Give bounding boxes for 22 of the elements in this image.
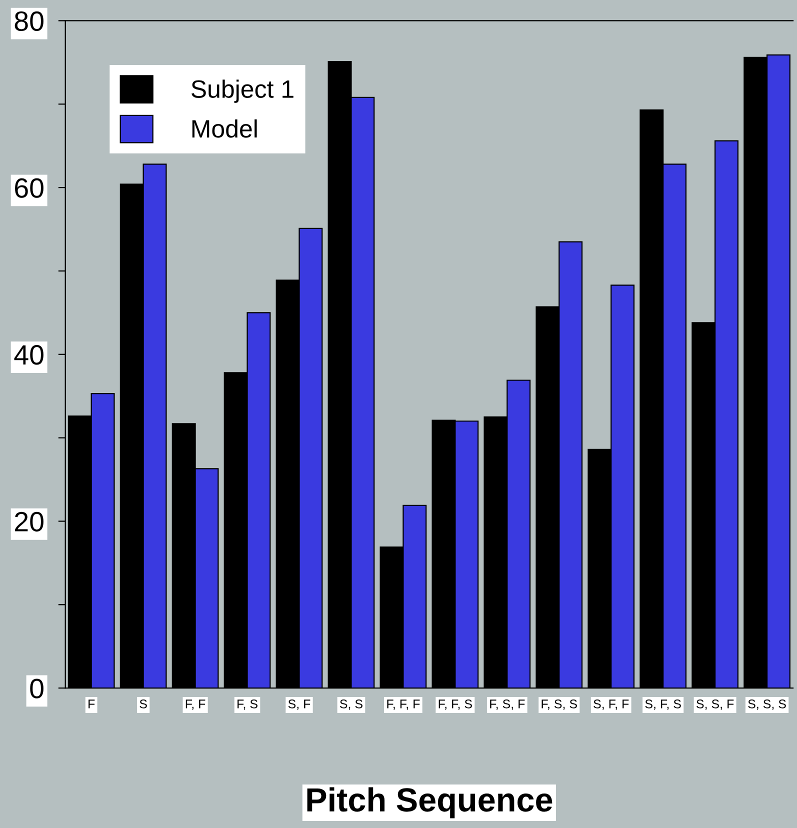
legend-label: Model <box>192 119 257 138</box>
x-tick-label: S, F, S <box>645 700 681 710</box>
y-tick-label: 80 <box>14 11 44 32</box>
x-tick-label: S, F <box>288 700 310 710</box>
x-tick-label: S, F, F <box>594 700 629 710</box>
x-tick-label: F, S, S <box>542 700 577 710</box>
y-tick-label: 0 <box>30 678 44 698</box>
x-tick-label: F, F <box>186 700 206 710</box>
x-tick-label: F <box>88 700 95 708</box>
x-tick-label: S <box>140 700 147 708</box>
x-tick-label: F, F, F <box>387 700 420 710</box>
x-tick-label: S, S, F <box>696 700 734 710</box>
x-axis-title: Pitch Sequence <box>307 787 552 818</box>
y-tick-label: 40 <box>14 345 44 365</box>
y-tick-label: 20 <box>15 512 44 532</box>
x-tick-label: S, S, S <box>748 700 786 710</box>
x-tick-label: F, F, S <box>438 700 472 710</box>
y-tick-label: 60 <box>15 178 44 198</box>
legend-label: Subject 1 <box>191 80 294 103</box>
x-tick-label: S, S <box>340 700 362 710</box>
x-tick-label: F, S <box>238 700 258 710</box>
x-tick-label: F, S, F <box>490 700 525 710</box>
